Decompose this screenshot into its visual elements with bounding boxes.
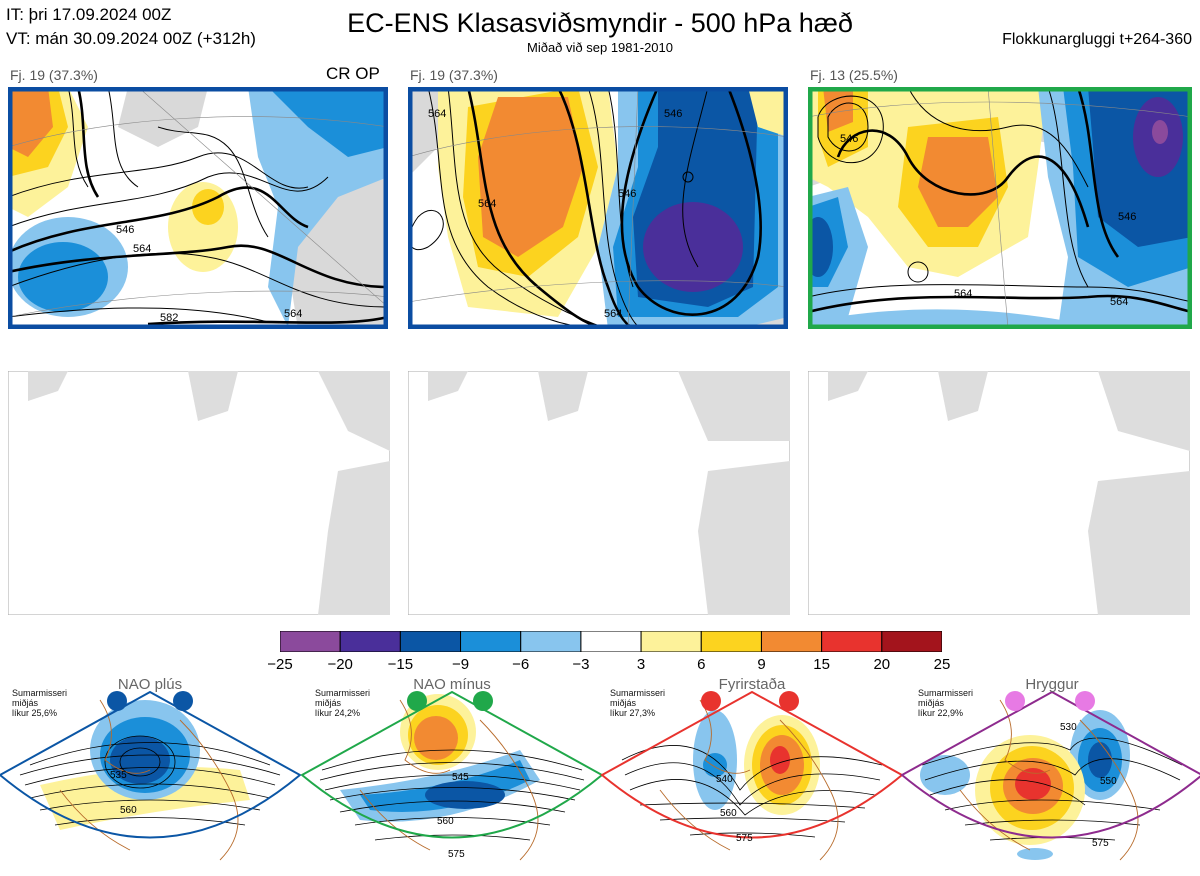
colorbar-tick-label: 25 (933, 656, 951, 673)
regime-nao-plus: 535 560 (0, 690, 302, 861)
colorbar-swatch (520, 630, 582, 653)
regime-blocking: 540 560 575 (600, 690, 904, 861)
colorbar-swatch (339, 630, 401, 653)
panel-2-contour-2: 564 (478, 198, 496, 210)
panel-1-badge: CR OP (326, 64, 380, 83)
colorbar-tick-label: 3 (636, 656, 646, 673)
regime-2-contour-3: 575 (448, 849, 465, 860)
regime-2-contour-1: 545 (452, 772, 469, 783)
regime-4-title: Hryggur (1025, 676, 1079, 693)
colorbar-swatch (580, 630, 642, 653)
regime-4-contour-2: 550 (1100, 776, 1117, 787)
colorbar-swatch (460, 630, 522, 653)
colorbar-swatch (399, 630, 462, 653)
colorbar-swatch (640, 630, 702, 653)
regime-2-season: Sumarmisseri (315, 688, 371, 698)
regime-4-info: Sumarmisseri miðjás líkur 22,9% (918, 688, 973, 718)
regime-2-prob: líkur 24,2% (315, 708, 361, 718)
init-time: IT: þri 17.09.2024 00Z (6, 5, 172, 24)
panel-3-label: Fj. 13 (25.5%) (810, 67, 898, 83)
panel-2-contour-5: 564 (604, 308, 622, 320)
regime-3-season: Sumarmisseri (610, 688, 666, 698)
cluster-map-2: 564 564 546 546 564 (408, 87, 788, 329)
regime-4-contour-1: 530 (1060, 722, 1077, 733)
panel-1-contour-4: 564 (284, 308, 302, 320)
regime-4-dist: miðjás (918, 698, 945, 708)
colorbar-swatch (760, 630, 823, 653)
empty-map-3 (808, 371, 1190, 615)
regime-2-info: Sumarmisseri miðjás líkur 24,2% (315, 688, 370, 718)
colorbar-tick-label: −9 (451, 656, 470, 673)
regime-1-info: Sumarmisseri miðjás líkur 25,6% (12, 688, 67, 718)
valid-time: VT: mán 30.09.2024 00Z (+312h) (6, 29, 256, 48)
page-subtitle: Miðað við sep 1981-2010 (527, 40, 673, 55)
colorbar-tick-label: 20 (873, 656, 891, 673)
regime-nao-minus: 545 560 575 (300, 690, 604, 861)
colorbar-tick-label: −20 (327, 656, 353, 673)
panel-2-label: Fj. 19 (37.3%) (410, 67, 498, 83)
panel-1-label: Fj. 19 (37.3%) (10, 67, 98, 83)
colorbar-tick-label: 9 (757, 656, 766, 673)
panel-2-contour-1: 564 (428, 108, 446, 120)
regime-3-title: Fyrirstaða (718, 676, 786, 693)
panel-1-contour-3: 582 (160, 312, 178, 324)
regime-1-dist: miðjás (12, 698, 39, 708)
regime-3-contour-2: 560 (720, 808, 737, 819)
regime-2-dist: miðjás (315, 698, 342, 708)
colorbar-swatch (821, 630, 883, 653)
colorbar-tick-label: 6 (697, 656, 706, 673)
regime-4-season: Sumarmisseri (918, 688, 974, 698)
panel-3-contour-1: 546 (840, 133, 858, 145)
regime-3-contour-3: 575 (736, 833, 753, 844)
regime-1-contour-1: 535 (110, 770, 127, 781)
regime-2-contour-2: 560 (437, 816, 454, 827)
colorbar-tick-label: −6 (512, 656, 530, 673)
panel-2-contour-3: 546 (618, 188, 636, 200)
regime-1-title: NAO plús (117, 676, 183, 693)
regime-1-prob: líkur 25,6% (12, 708, 58, 718)
page-title: EC-ENS Klasasviðsmyndir - 500 hPa hæð (347, 8, 853, 38)
panel-3-contour-3: 546 (1118, 211, 1136, 223)
cluster-map-3: 546 564 546 564 (808, 87, 1192, 329)
panel-3-contour-4: 564 (1110, 296, 1128, 308)
panel-3-contour-2: 564 (954, 288, 972, 300)
cluster-map-1: 546 564 582 564 (8, 87, 388, 329)
colorbar-tick-label: −3 (572, 656, 590, 673)
regime-4-contour-3: 575 (1092, 838, 1109, 849)
colorbar (279, 630, 943, 653)
regime-2-title: NAO mínus (413, 676, 491, 693)
regimes-row: 535 560 545 560 (0, 680, 1200, 871)
regime-3-info: Sumarmisseri miðjás líkur 27,3% (610, 688, 665, 718)
cluster-window-label: Flokkunargluggi t+264-360 (1002, 31, 1192, 48)
colorbar-swatch (881, 630, 943, 653)
regime-4-prob: líkur 22,9% (918, 708, 964, 718)
empty-map-1 (8, 371, 390, 615)
regime-3-prob: líkur 27,3% (610, 708, 656, 718)
colorbar-tick-label: −15 (387, 656, 414, 673)
panel-1-contour-1: 546 (116, 224, 134, 236)
panel-2-contour-4: 546 (664, 108, 682, 120)
regime-1-season: Sumarmisseri (12, 688, 68, 698)
colorbar-swatch (279, 630, 341, 653)
regime-ridge: 530 550 575 (900, 690, 1200, 861)
colorbar-tick-label: −25 (267, 656, 293, 673)
colorbar-tick-label: 15 (813, 656, 830, 673)
regime-3-dist: miðjás (610, 698, 637, 708)
empty-map-2 (408, 371, 790, 615)
colorbar-swatch (700, 630, 762, 653)
panel-1-contour-2: 564 (133, 243, 151, 255)
regime-1-contour-2: 560 (120, 805, 137, 816)
regime-3-contour-1: 540 (716, 774, 733, 785)
